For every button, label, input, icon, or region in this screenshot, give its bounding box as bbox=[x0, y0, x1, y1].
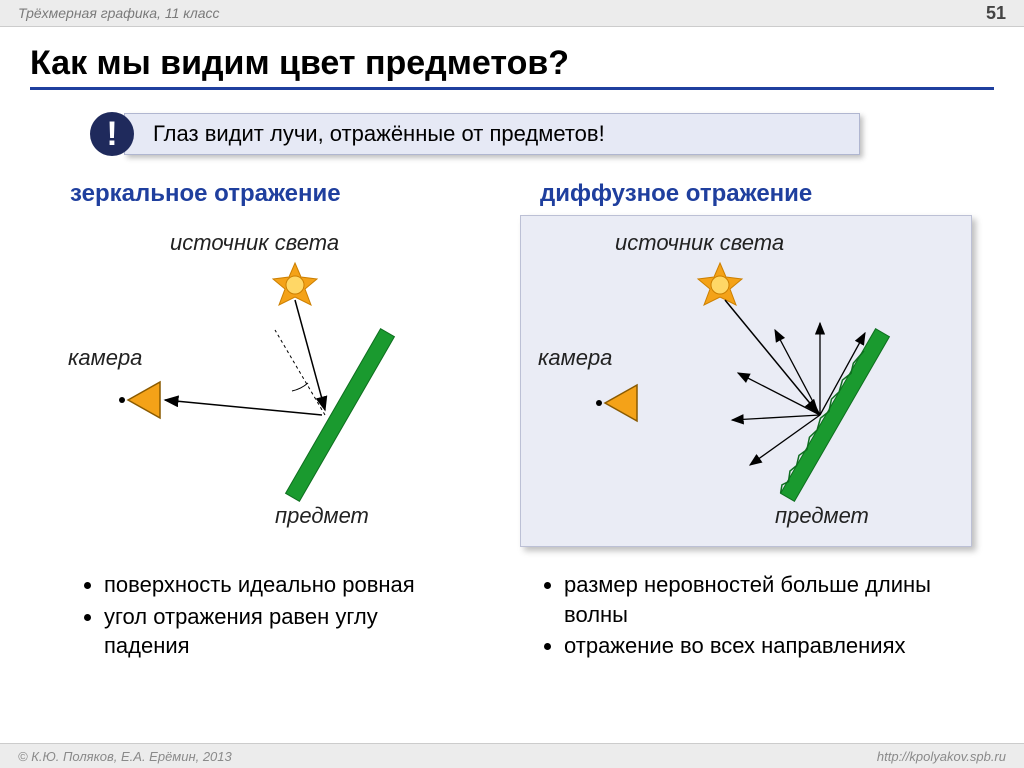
footer-bar: © К.Ю. Поляков, Е.А. Ерёмин, 2013 http:/… bbox=[0, 743, 1024, 768]
diffuse-diagram: источник света камера предмет bbox=[520, 215, 970, 545]
page-number: 51 bbox=[986, 3, 1006, 24]
page-title: Как мы видим цвет предметов? bbox=[30, 44, 994, 90]
callout-text: Глаз видит лучи, отражённые от предметов… bbox=[124, 113, 860, 155]
bullets-diffuse: размер неровностей больше длины волны от… bbox=[540, 570, 960, 663]
label-object-right: предмет bbox=[775, 503, 869, 529]
specular-diagram: источник света камера предмет bbox=[60, 215, 480, 545]
header-bar: Трёхмерная графика, 11 класс 51 bbox=[0, 0, 1024, 27]
subheading-diffuse: диффузное отражение bbox=[540, 180, 812, 208]
label-object-left: предмет bbox=[275, 503, 369, 529]
subheading-specular: зеркальное отражение bbox=[70, 180, 341, 208]
list-item: поверхность идеально ровная bbox=[104, 570, 460, 600]
label-source-right: источник света bbox=[615, 230, 784, 256]
label-camera-right: камера bbox=[538, 345, 612, 371]
copyright: © К.Ю. Поляков, Е.А. Ерёмин, 2013 bbox=[18, 749, 232, 764]
label-source-left: источник света bbox=[170, 230, 339, 256]
label-camera-left: камера bbox=[68, 345, 142, 371]
list-item: размер неровностей больше длины волны bbox=[564, 570, 960, 629]
important-icon: ! bbox=[90, 112, 134, 156]
breadcrumb: Трёхмерная графика, 11 класс bbox=[18, 5, 220, 21]
footer-url: http://kpolyakov.spb.ru bbox=[877, 749, 1006, 764]
callout: ! Глаз видит лучи, отражённые от предмет… bbox=[90, 112, 860, 156]
list-item: угол отражения равен углу падения bbox=[104, 602, 460, 661]
bullets-specular: поверхность идеально ровная угол отражен… bbox=[80, 570, 460, 663]
list-item: отражение во всех направлениях bbox=[564, 631, 960, 661]
